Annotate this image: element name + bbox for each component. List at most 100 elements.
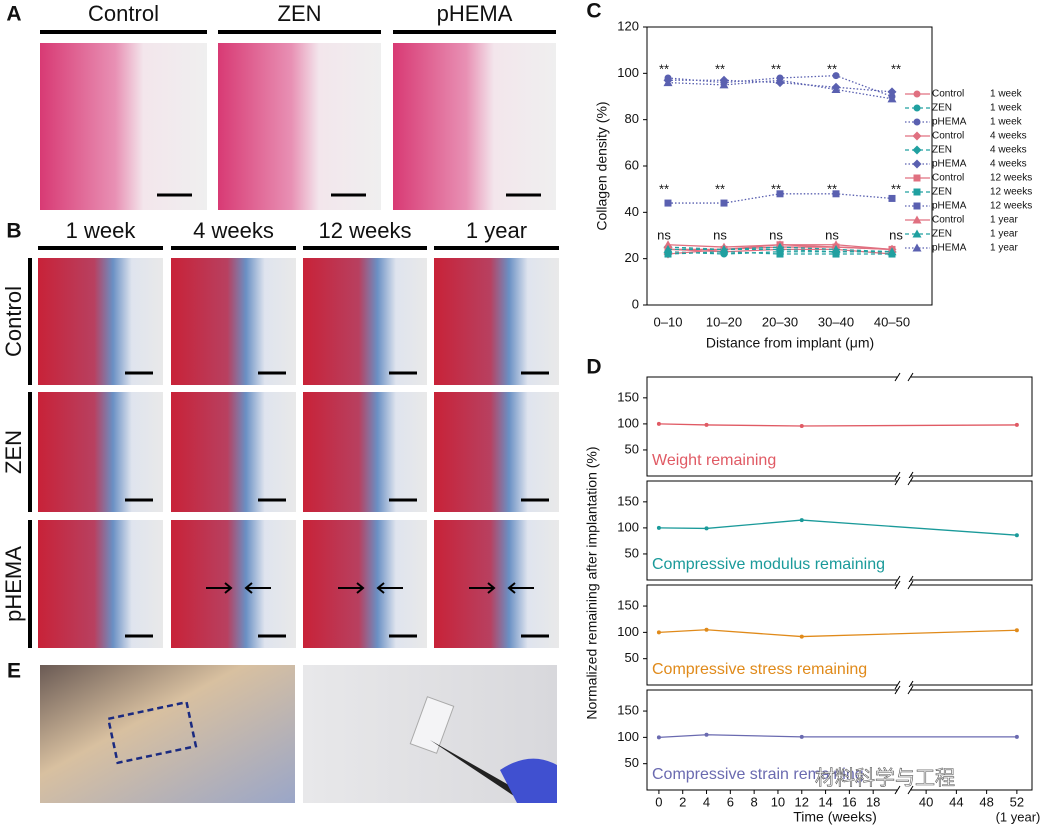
column-title: 1 year bbox=[466, 218, 527, 243]
marker bbox=[831, 85, 841, 94]
marker bbox=[831, 240, 841, 249]
axis-break-gap bbox=[898, 682, 910, 688]
marker bbox=[775, 75, 785, 84]
legend-name: Control bbox=[932, 89, 964, 100]
axis-break-gap bbox=[898, 787, 910, 793]
watermark: 材料科学与工程 bbox=[815, 766, 955, 790]
x-tick-label: 30–40 bbox=[818, 314, 854, 329]
axis-break-gap bbox=[898, 582, 910, 588]
significance-label: ** bbox=[715, 181, 725, 196]
histology-image bbox=[434, 392, 559, 512]
marker bbox=[664, 199, 672, 207]
y-tick-label: 100 bbox=[617, 729, 639, 744]
significance-label: ns bbox=[657, 227, 671, 242]
significance-label: ** bbox=[891, 181, 901, 196]
legend-period: 12 weeks bbox=[990, 173, 1032, 184]
x-tick-label: 4 bbox=[703, 794, 710, 809]
plot-frame bbox=[646, 689, 1033, 791]
x-tick-label: 18 bbox=[866, 794, 880, 809]
marker bbox=[887, 247, 897, 256]
x-tick-label: 40 bbox=[919, 794, 933, 809]
x-tick-label: 44 bbox=[949, 794, 963, 809]
legend-name: pHEMA bbox=[932, 201, 967, 212]
marker bbox=[1014, 734, 1019, 739]
series-line bbox=[658, 734, 1017, 739]
significance-label: ** bbox=[827, 61, 837, 76]
legend-marker bbox=[913, 202, 921, 210]
marker bbox=[799, 423, 804, 428]
x-tick-label: 10–20 bbox=[706, 314, 742, 329]
plot-frame bbox=[646, 480, 1033, 581]
marker bbox=[887, 94, 897, 103]
series-line bbox=[658, 629, 1017, 638]
legend-period: 4 weeks bbox=[990, 131, 1027, 142]
legend-name: ZEN bbox=[932, 103, 952, 114]
significance-label: ** bbox=[891, 61, 901, 76]
glove bbox=[500, 758, 557, 803]
marker bbox=[832, 190, 840, 198]
marker bbox=[775, 242, 785, 251]
axis-break-gap bbox=[898, 473, 910, 479]
legend-marker bbox=[912, 229, 922, 238]
arrow bbox=[206, 582, 233, 594]
x-tick-label: 16 bbox=[842, 794, 856, 809]
plot-frame bbox=[646, 376, 1033, 477]
panel-series-label: Compressive modulus remaining bbox=[652, 556, 885, 573]
x-tick-label: 2 bbox=[679, 794, 686, 809]
legend-name: ZEN bbox=[932, 229, 952, 240]
tweezers bbox=[430, 740, 528, 800]
y-tick-label: 150 bbox=[617, 702, 639, 717]
panel-label: C bbox=[586, 0, 601, 23]
x-tick-label: 48 bbox=[979, 794, 993, 809]
legend-name: ZEN bbox=[932, 187, 952, 198]
axis-break-gap bbox=[898, 687, 910, 693]
legend-period: 1 year bbox=[990, 243, 1018, 254]
column-title: Control bbox=[88, 1, 159, 26]
panel-series-label: Weight remaining bbox=[652, 452, 776, 469]
axis-break bbox=[894, 785, 914, 795]
marker bbox=[704, 422, 709, 427]
x-tick-label: 52 bbox=[1010, 794, 1024, 809]
marker bbox=[1014, 422, 1019, 427]
panel-series-label: Compressive strain remaining bbox=[652, 766, 864, 783]
legend-marker bbox=[912, 131, 922, 141]
marker bbox=[776, 190, 784, 198]
histology-image bbox=[434, 520, 559, 648]
x-tick-label: 8 bbox=[751, 794, 758, 809]
y-tick-label: 50 bbox=[625, 545, 639, 560]
marker bbox=[719, 80, 729, 89]
column-title: ZEN bbox=[278, 1, 322, 26]
legend-marker bbox=[913, 188, 921, 196]
marker bbox=[663, 244, 673, 253]
marker bbox=[704, 627, 709, 632]
legend-period: 1 week bbox=[990, 117, 1023, 128]
marker bbox=[663, 78, 673, 87]
marker bbox=[656, 630, 661, 635]
arrow bbox=[507, 582, 534, 594]
histology-image bbox=[218, 43, 381, 210]
y-tick-label: 50 bbox=[625, 755, 639, 770]
y-tick-label: 120 bbox=[617, 18, 639, 33]
marker bbox=[799, 734, 804, 739]
y-tick-label: 60 bbox=[625, 157, 639, 172]
significance-label: ** bbox=[659, 61, 669, 76]
significance-label: ** bbox=[771, 181, 781, 196]
legend-period: 1 week bbox=[990, 103, 1023, 114]
x-axis-title: Time (weeks) bbox=[793, 809, 877, 825]
histology-image bbox=[303, 520, 427, 648]
gel bbox=[409, 696, 455, 754]
axis-break bbox=[894, 476, 914, 486]
panel-label: B bbox=[6, 220, 21, 243]
arrow bbox=[469, 582, 496, 594]
marker bbox=[719, 244, 729, 253]
y-tick-label: 50 bbox=[625, 650, 639, 665]
panel-label: A bbox=[6, 3, 21, 26]
legend-name: ZEN bbox=[932, 145, 952, 156]
legend-marker bbox=[912, 215, 922, 224]
legend-marker bbox=[912, 145, 922, 155]
column-title: 4 weeks bbox=[193, 218, 274, 243]
arrow bbox=[244, 582, 271, 594]
marker bbox=[656, 735, 661, 740]
legend-marker bbox=[913, 118, 921, 126]
